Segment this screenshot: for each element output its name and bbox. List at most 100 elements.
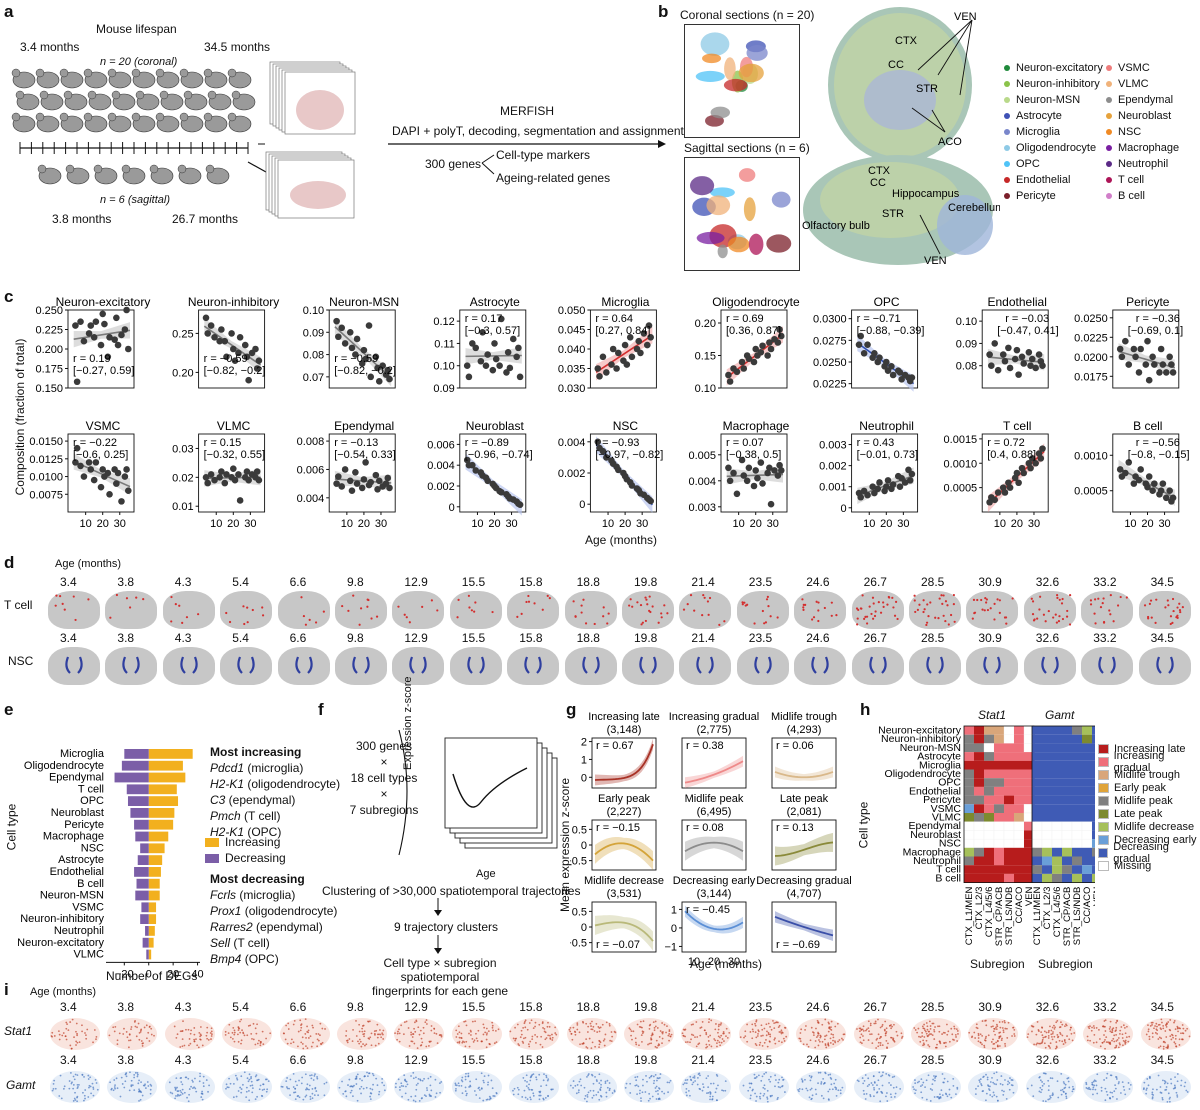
cluster-r: r = −0.45: [686, 904, 730, 916]
data-point: [477, 357, 485, 365]
cluster-name: Early peak: [598, 793, 650, 805]
trajectory-legend-swatch: [1098, 743, 1109, 754]
heatmap-cell: [964, 778, 974, 787]
stat1-brain-section: [565, 1016, 619, 1052]
age-label: 5.4: [232, 631, 249, 645]
heatmap-cell: [1042, 726, 1052, 735]
scatter-title: Macrophage: [723, 419, 790, 433]
region-str-sagittal: STR: [882, 208, 904, 220]
heatmap-cell: [1042, 734, 1052, 744]
trajectory-heatmaps: Neuron-excitatoryNeuron-inhibitoryNeuron…: [878, 725, 1095, 946]
data-point: [1013, 469, 1021, 477]
correlation-ci: [−0.54, 0.33]: [334, 449, 395, 461]
data-point: [1125, 459, 1133, 466]
data-point: [504, 349, 512, 356]
cluster-r: r = 0.13: [776, 822, 814, 834]
heatmap-cell: [984, 865, 994, 874]
cluster-count: (4,707): [787, 888, 822, 900]
data-point: [1116, 345, 1124, 353]
heatmap-cell: [1072, 813, 1082, 822]
brain-overlay: [352, 656, 370, 674]
legend-label: Neutrophil: [1118, 158, 1169, 170]
heatmap-row-label: NSC: [939, 838, 962, 850]
heatmap-cell: [964, 726, 974, 735]
heatmap-cell: [994, 726, 1004, 735]
data-point: [896, 369, 904, 376]
heatmap-cell: [1003, 734, 1015, 744]
data-point: [335, 473, 342, 480]
x-tick-label: 10: [733, 518, 745, 530]
y-tick-label: 0.003: [819, 440, 847, 452]
decreasing-bar: [134, 867, 149, 877]
correlation-r: r = −0.89: [465, 437, 509, 449]
brain-overlay: [581, 656, 600, 674]
expression-dots: [681, 1071, 732, 1103]
heatmap-cell: [1014, 743, 1024, 753]
correlation-ci: [−0.97, −0.82]: [595, 449, 663, 461]
gene-name: H2-K1: [210, 777, 245, 791]
data-point: [628, 353, 636, 361]
scatter-title: Oligodendrocyte: [712, 295, 800, 309]
heatmap-cell: [1062, 734, 1072, 744]
legend-item: Microglia: [1004, 124, 1103, 140]
heatmap-cell: [1042, 804, 1052, 813]
age-label: 15.8: [519, 575, 543, 589]
expression-dots: [451, 1018, 502, 1050]
data-point: [776, 326, 783, 333]
heatmap-cell: [1092, 726, 1095, 735]
increasing-bar: [148, 902, 157, 913]
heatmap-cell: [1032, 743, 1042, 753]
heatmap-cell: [1082, 873, 1092, 883]
data-point: [85, 330, 93, 337]
heatmap-cell: [1052, 760, 1062, 770]
expression-dots: [681, 1018, 732, 1050]
data-point: [367, 373, 375, 381]
decreasing-bar: [145, 926, 149, 936]
age-label: 6.6: [289, 1053, 307, 1067]
heatmap-cell: [1092, 795, 1095, 805]
heatmap-cell: [1052, 778, 1062, 787]
heatmap-frame: [963, 725, 1035, 884]
age-label: 3.8: [117, 575, 135, 589]
brain-overlay: [54, 594, 90, 622]
y-tick-label: 2: [581, 737, 587, 749]
age-label: 28.5: [921, 1053, 945, 1067]
subregion-label: STR_LS/NDB: [1004, 887, 1015, 946]
heatmap-row-label: Neuron-MSN: [900, 742, 961, 754]
heatmap-cell: [1041, 830, 1053, 840]
data-point: [764, 469, 771, 477]
heatmap-xlabel-1: Subregion: [970, 957, 1025, 971]
decreasing-bar: [136, 878, 149, 889]
y-tick-label: −0.5: [570, 938, 587, 950]
category-label: Oligodendrocyte: [24, 760, 104, 772]
y-tick-label: 0.004: [558, 437, 586, 449]
gamt-brain-section: [1139, 1069, 1193, 1105]
data-point: [1015, 479, 1022, 487]
heatmap-cell: [1004, 873, 1014, 883]
category-label: Neuron-inhibitory: [20, 913, 104, 925]
trajectory-legend-label: Midlife peak: [1114, 794, 1173, 807]
legend-swatch: [1106, 161, 1112, 167]
expression-dots: [968, 1018, 1019, 1050]
brain-overlay: [65, 656, 83, 674]
heatmap-cell: [1052, 769, 1062, 779]
y-tick-label: −0.5: [570, 856, 587, 868]
age-label: 15.5: [461, 631, 486, 645]
expression-dots: [624, 1018, 674, 1050]
cluster-count: (2,081): [787, 806, 822, 818]
heatmap-cell: [1042, 786, 1052, 796]
gene-list-item: Pdcd1 (microglia): [210, 761, 340, 777]
nsc-brain-section: [1023, 647, 1076, 685]
x-tick-label: 30: [505, 518, 517, 530]
age-label: 21.4: [691, 1000, 715, 1014]
data-point: [876, 354, 883, 361]
data-point: [384, 474, 392, 482]
data-point: [216, 474, 223, 481]
data-point: [362, 355, 369, 363]
data-point: [1145, 376, 1153, 384]
age-label: 12.9: [404, 631, 428, 645]
increasing-bar: [148, 914, 157, 924]
x-tick-label: 10: [210, 518, 222, 530]
heatmap-cell: [984, 752, 994, 761]
